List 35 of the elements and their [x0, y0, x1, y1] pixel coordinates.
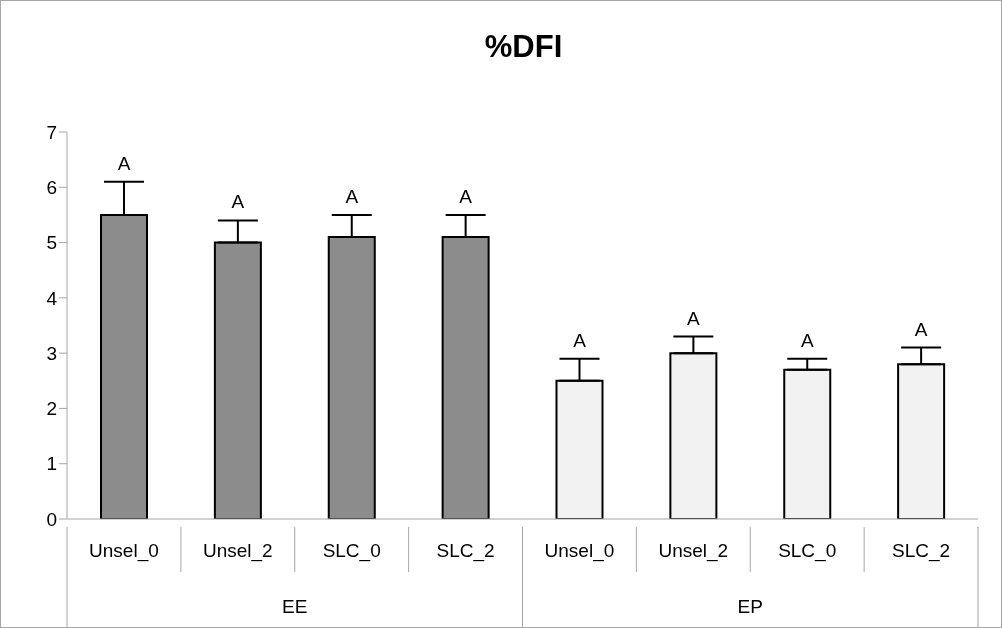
data-label: A — [914, 318, 928, 340]
x-tick-label: SLC_2 — [436, 540, 495, 562]
data-label: A — [573, 329, 587, 351]
bar — [100, 213, 148, 519]
x-tick-label: Unsel_2 — [658, 540, 729, 562]
x-tick-label: Unsel_0 — [89, 540, 159, 562]
bar — [327, 236, 376, 519]
x-tick-label: SLC_0 — [322, 540, 381, 562]
x-tick-label: SLC_2 — [892, 540, 951, 562]
y-tick-label: 0 — [46, 508, 57, 530]
data-label: A — [231, 191, 245, 213]
data-label: A — [800, 329, 814, 351]
bar — [897, 363, 946, 519]
chart-title: %DFI — [483, 29, 564, 65]
data-label: A — [687, 307, 701, 329]
bar — [555, 379, 604, 519]
x-tick-label: SLC_0 — [778, 540, 837, 562]
y-tick-label: 4 — [46, 287, 58, 309]
data-label: A — [459, 185, 473, 207]
y-tick-label: 6 — [46, 177, 57, 199]
y-tick-label: 5 — [46, 232, 57, 254]
x-tick-label: Unsel_2 — [202, 540, 273, 562]
bar — [783, 368, 832, 519]
y-tick-label: 1 — [46, 453, 57, 475]
y-tick-label: 7 — [46, 121, 57, 143]
bar — [669, 352, 718, 519]
text: EP — [737, 596, 763, 617]
data-label: A — [117, 152, 131, 174]
bar — [213, 241, 262, 519]
text: EE — [282, 596, 308, 617]
data-label: A — [345, 185, 359, 207]
y-tick-label: 2 — [46, 398, 57, 420]
y-tick-label: 3 — [46, 342, 57, 364]
x-tick-label: Unsel_0 — [544, 540, 615, 562]
bar — [441, 236, 490, 519]
